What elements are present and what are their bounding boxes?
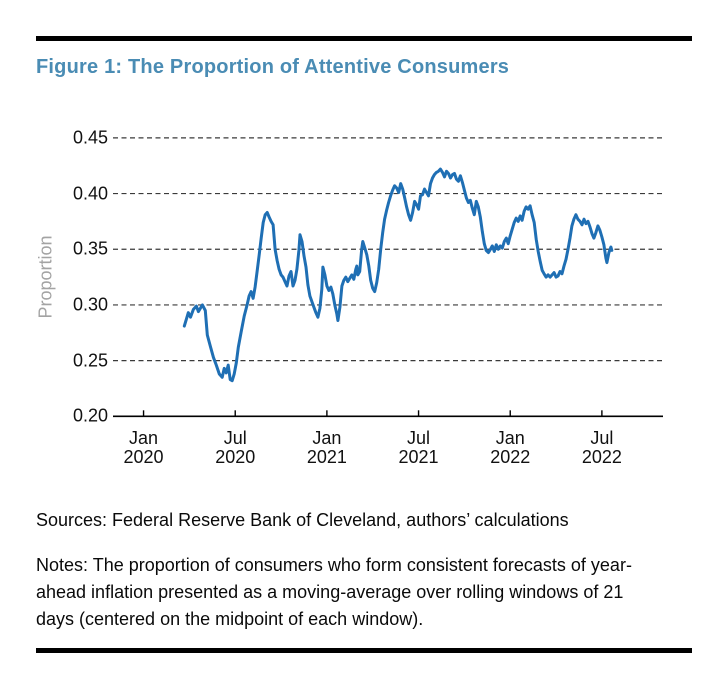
bottom-rule [36,648,692,653]
y-tick-label: 0.20 [72,405,108,426]
x-tick-label: Jul 2021 [398,428,439,467]
y-tick-label: 0.35 [72,238,108,259]
x-tick-label: Jan 2021 [306,428,347,467]
notes-text: Notes: The proportion of consumers who f… [36,555,632,629]
y-tick-label: 0.30 [72,294,108,315]
x-tick-label: Jan 2022 [490,428,531,467]
x-tick-label: Jul 2022 [581,428,622,467]
top-rule [36,36,692,41]
x-tick-label: Jan 2020 [123,428,164,467]
y-tick-label: 0.25 [72,350,108,371]
y-tick-label: 0.45 [72,127,108,148]
figure-title: Figure 1: The Proportion of Attentive Co… [36,56,510,78]
y-axis-title: Proportion [35,235,56,319]
sources-text: Sources: Federal Reserve Bank of Clevela… [36,510,569,530]
y-tick-label: 0.40 [72,183,108,204]
x-tick-label: Jul 2020 [215,428,256,467]
